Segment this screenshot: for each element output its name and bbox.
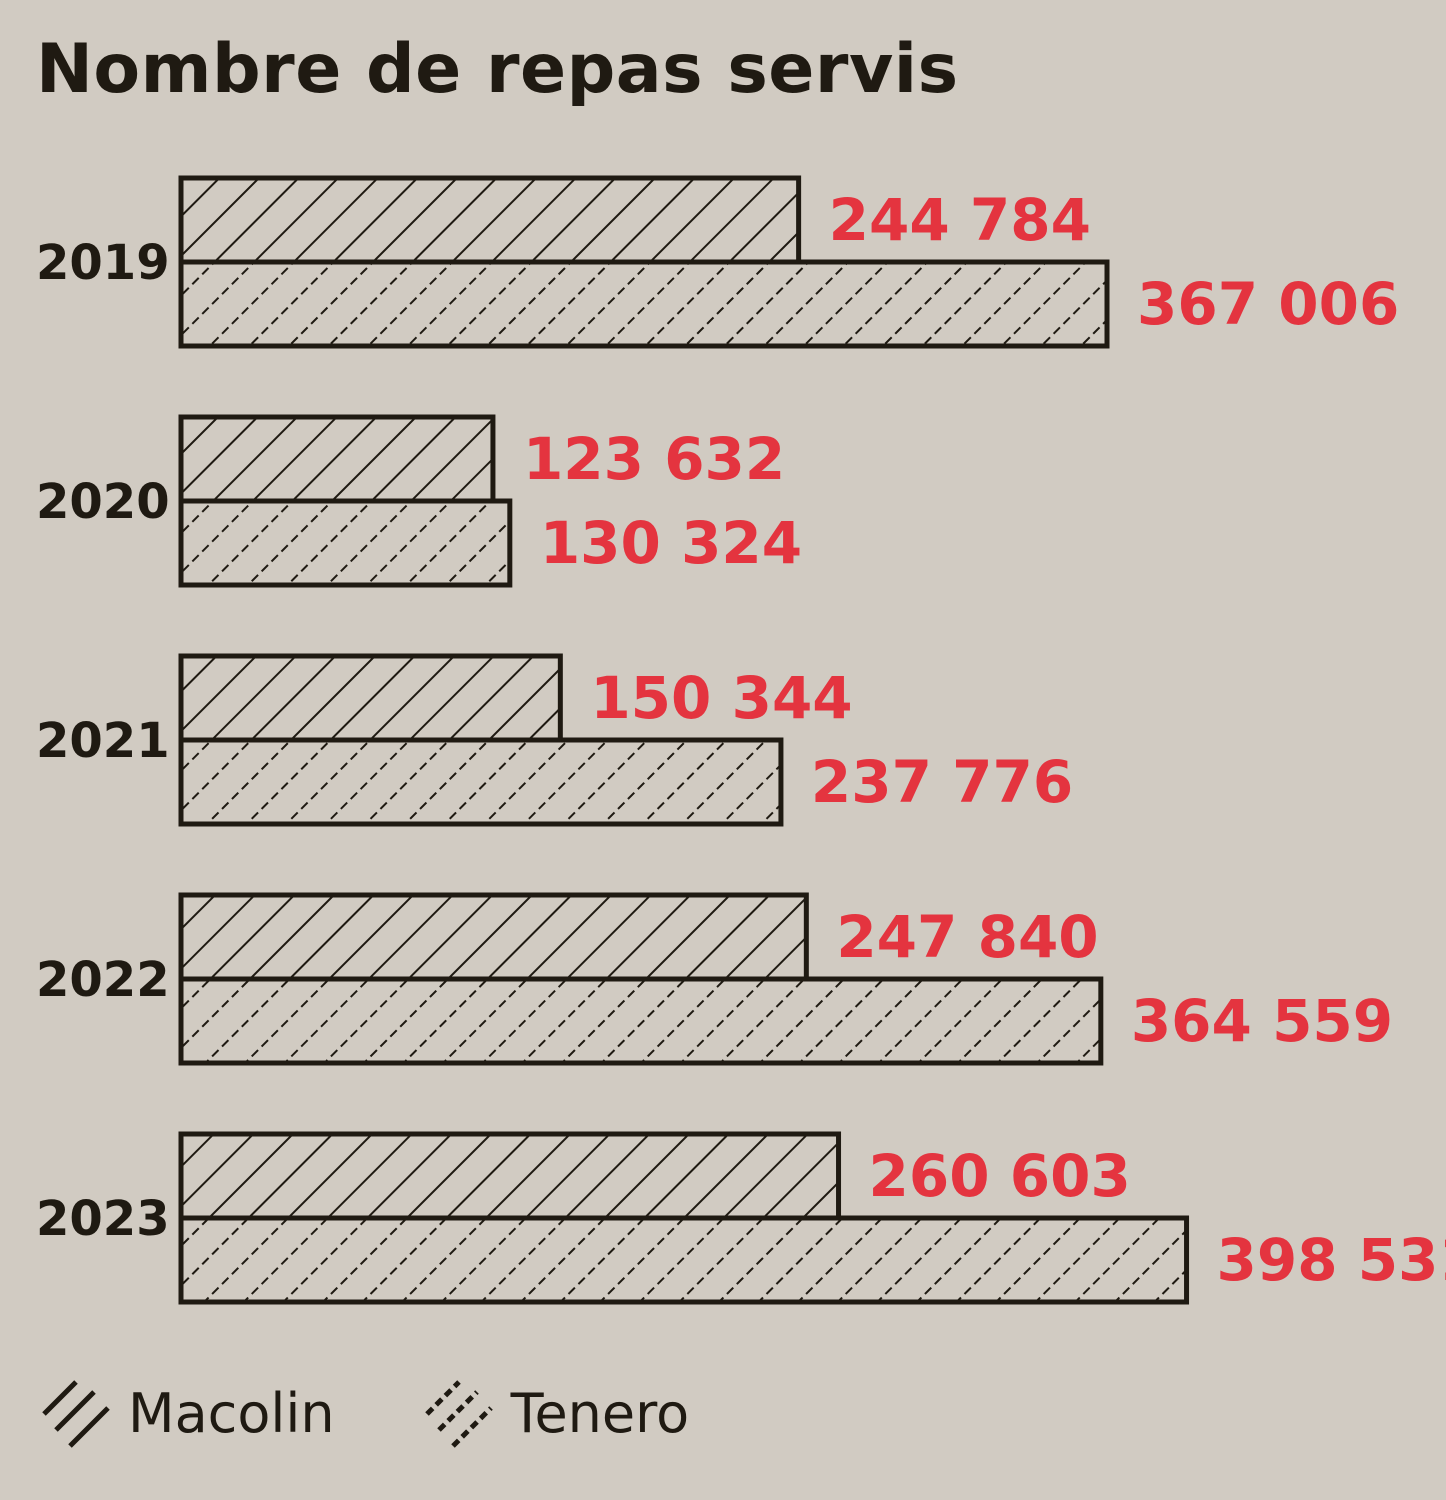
year-label-2022: 2022 — [36, 952, 170, 1008]
bar-macolin-2019 — [178, 175, 802, 265]
bar-tenero-2022 — [178, 976, 1104, 1066]
legend-label-macolin: Macolin — [128, 1381, 335, 1445]
bar-tenero-2023 — [178, 1215, 1190, 1305]
bar-tenero-2019 — [178, 259, 1110, 349]
legend: Macolin Tenero — [38, 1368, 775, 1458]
year-label-2021: 2021 — [36, 713, 170, 769]
bar-chart: 2019 244 784 367 006 2020 123 632 130 324 2021… — [36, 175, 1446, 1305]
bar-macolin-2022 — [178, 892, 809, 982]
value-label-tenero-2019: 367 006 — [1137, 270, 1399, 338]
legend-item-tenero: Tenero — [421, 1374, 690, 1452]
value-label-tenero-2020: 130 324 — [540, 509, 802, 577]
year-label-2023: 2023 — [36, 1191, 170, 1247]
value-label-macolin-2023: 260 603 — [869, 1142, 1131, 1210]
year-label-2020: 2020 — [36, 474, 170, 530]
macolin-hatch-icon — [42, 1380, 110, 1448]
value-label-macolin-2020: 123 632 — [523, 425, 785, 493]
value-label-macolin-2019: 244 784 — [829, 186, 1091, 254]
value-label-tenero-2021: 237 776 — [811, 748, 1073, 816]
value-label-tenero-2023: 398 531 — [1217, 1226, 1446, 1294]
bar-macolin-2021 — [178, 653, 563, 743]
bar-tenero-2021 — [178, 737, 784, 827]
legend-label-tenero: Tenero — [510, 1381, 690, 1445]
value-label-macolin-2022: 247 840 — [836, 903, 1098, 971]
year-label-2019: 2019 — [36, 235, 170, 291]
bar-macolin-2023 — [178, 1131, 842, 1221]
value-label-macolin-2021: 150 344 — [590, 664, 852, 732]
bar-tenero-2020 — [178, 498, 513, 588]
tenero-dashed-hatch-icon — [424, 1380, 493, 1448]
bar-macolin-2020 — [178, 414, 496, 504]
chart-title: Nombre de repas servis — [36, 30, 959, 109]
value-label-tenero-2022: 364 559 — [1131, 987, 1393, 1055]
legend-item-macolin: Macolin — [38, 1374, 335, 1452]
